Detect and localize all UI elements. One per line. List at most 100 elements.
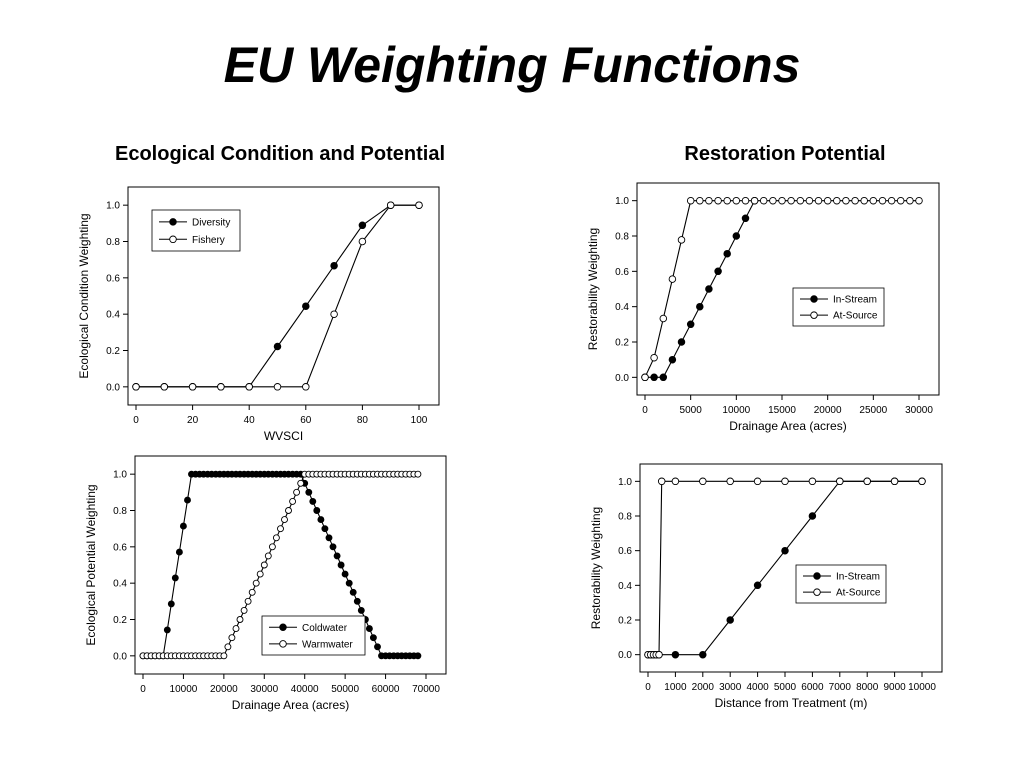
- legend-label-diversity: Diversity: [192, 217, 230, 228]
- y-tick-label: 0.2: [615, 338, 629, 349]
- data-point-in-stream: [650, 373, 658, 382]
- x-axis-label: Distance from Treatment (m): [715, 696, 868, 710]
- data-point-in-stream: [753, 581, 762, 590]
- x-tick-label: 9000: [883, 682, 906, 693]
- x-tick-label: 0: [645, 682, 651, 693]
- data-point-fishery: [358, 237, 367, 246]
- x-tick-label: 2000: [692, 682, 715, 693]
- x-tick-label: 0: [133, 415, 139, 426]
- data-point-at-source: [805, 196, 814, 205]
- legend-marker: [810, 295, 818, 303]
- data-point-at-source: [741, 196, 750, 205]
- data-point-in-stream: [659, 373, 668, 382]
- y-tick-label: 0.8: [615, 232, 629, 243]
- data-point-at-source: [659, 314, 668, 323]
- data-point-coldwater: [179, 522, 187, 530]
- y-tick-label: 0.0: [618, 650, 632, 661]
- data-point-in-stream: [668, 355, 677, 364]
- x-tick-label: 10000: [170, 684, 198, 695]
- restoration-distance-legend: In-Stream At-Source: [795, 564, 887, 604]
- ecological-potential-legend: Coldwater Warmwater: [261, 615, 366, 656]
- data-point-at-source: [668, 275, 677, 283]
- x-tick-label: 60: [300, 415, 312, 426]
- data-point-coldwater: [365, 625, 373, 633]
- data-point-in-stream: [808, 512, 817, 520]
- data-point-coldwater: [357, 606, 365, 614]
- legend-label-at-source: At-Source: [833, 311, 878, 322]
- legend-label-in-stream: In-Stream: [836, 571, 880, 582]
- data-point-in-stream: [699, 650, 707, 659]
- data-point-in-stream: [723, 249, 731, 258]
- x-tick-label: 5000: [774, 682, 797, 693]
- data-point-warmwater: [232, 625, 240, 633]
- data-point-at-source: [918, 477, 926, 486]
- data-point-at-source: [833, 196, 841, 205]
- data-point-at-source: [869, 196, 878, 205]
- data-point-in-stream: [671, 650, 680, 659]
- data-point-coldwater: [369, 634, 377, 642]
- data-point-at-source: [890, 477, 899, 486]
- data-point-fishery: [273, 383, 282, 391]
- x-tick-label: 30000: [905, 405, 933, 416]
- y-tick-label: 0.6: [615, 267, 629, 278]
- y-tick-label: 1.0: [113, 470, 127, 481]
- restoration-distance-plot-frame: [639, 463, 943, 673]
- data-point-at-source: [686, 196, 695, 205]
- x-tick-label: 30000: [250, 684, 278, 695]
- y-tick-label: 0.2: [113, 615, 127, 626]
- slide-title: EU Weighting Functions: [223, 37, 801, 93]
- data-point-fishery: [188, 383, 197, 391]
- data-point-coldwater: [313, 507, 321, 514]
- x-tick-label: 10000: [908, 682, 936, 693]
- data-point-warmwater: [248, 588, 256, 596]
- data-point-diversity: [358, 221, 367, 230]
- data-point-at-source: [823, 196, 832, 205]
- data-point-coldwater: [309, 497, 317, 505]
- data-point-in-stream: [726, 616, 734, 624]
- data-point-coldwater: [167, 600, 175, 608]
- data-point-at-source: [787, 196, 795, 205]
- data-point-coldwater: [321, 525, 329, 533]
- data-point-at-source: [808, 477, 817, 486]
- data-point-at-source: [863, 477, 871, 486]
- x-tick-label: 40: [244, 415, 256, 426]
- series-line-in-stream: [645, 200, 756, 378]
- data-point-fishery: [132, 383, 140, 391]
- data-point-warmwater: [256, 570, 264, 578]
- x-tick-label: 25000: [859, 405, 887, 416]
- data-point-diversity: [302, 302, 310, 310]
- x-tick-label: 8000: [856, 682, 879, 693]
- left-section-heading: Ecological Condition and Potential: [114, 143, 445, 165]
- y-tick-label: 0.4: [615, 302, 629, 313]
- data-point-warmwater: [236, 616, 244, 623]
- data-point-at-source: [753, 477, 762, 486]
- legend-marker: [169, 235, 177, 244]
- right-section-heading: Restoration Potential: [684, 143, 886, 165]
- data-point-fishery: [245, 383, 253, 391]
- data-point-coldwater: [345, 579, 353, 587]
- data-point-warmwater: [240, 606, 248, 614]
- legend-marker: [813, 588, 821, 596]
- data-point-at-source: [750, 196, 759, 205]
- data-point-coldwater: [163, 626, 171, 634]
- y-axis-label: Ecological Condition Weighting: [77, 213, 91, 378]
- restoration-drainage-group: 0.0 0.2 0.4 0.6 0.8 1.0 0 5000 10000 15000 20000 25…: [586, 182, 940, 433]
- data-point-at-source: [896, 196, 905, 205]
- x-tick-label: 7000: [829, 682, 852, 693]
- ecological-condition-legend: Diversity Fishery: [151, 209, 241, 252]
- data-point-at-source: [705, 196, 713, 205]
- data-point-warmwater: [224, 643, 232, 651]
- y-tick-label: 0.0: [113, 651, 127, 662]
- y-tick-label: 0.8: [618, 512, 632, 523]
- legend-marker: [279, 640, 287, 648]
- y-tick-label: 0.2: [106, 346, 120, 357]
- data-point-coldwater: [184, 496, 191, 504]
- data-point-in-stream: [677, 338, 686, 346]
- data-point-warmwater: [260, 561, 268, 569]
- data-point-at-source: [860, 196, 868, 205]
- data-point-in-stream: [705, 285, 713, 293]
- data-point-in-stream: [686, 320, 695, 329]
- legend-label-at-source: At-Source: [836, 588, 881, 599]
- data-point-warmwater: [272, 534, 280, 542]
- x-tick-label: 60000: [372, 684, 400, 695]
